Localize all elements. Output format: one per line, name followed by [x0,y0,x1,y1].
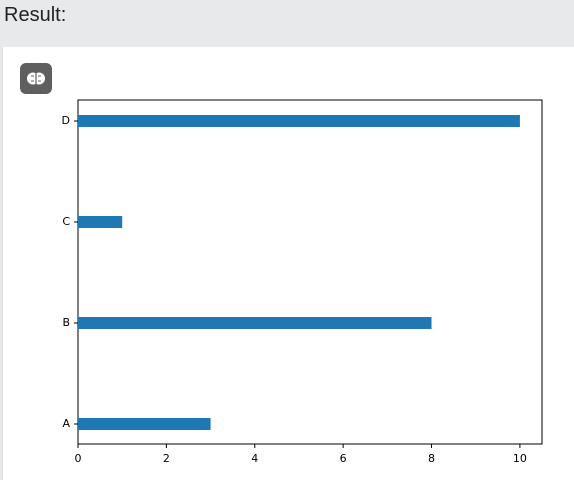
x-tick-label: 2 [163,452,170,465]
bar [78,317,432,329]
y-tick-label: D [62,114,70,127]
y-tick-label: A [62,417,70,430]
x-tick-label: 0 [75,452,82,465]
x-tick-label: 6 [340,452,347,465]
bar [78,216,123,228]
y-tick-label: B [62,316,70,329]
x-tick-label: 8 [428,452,435,465]
result-title: Result: [4,4,67,26]
icon-button[interactable] [20,63,52,94]
brain-icon [27,72,45,85]
bar [78,115,520,127]
axes-frame [77,99,543,445]
x-tick-label: 10 [513,452,527,465]
y-tick-label: C [62,215,70,228]
x-tick-label: 4 [251,452,258,465]
bar [78,418,211,430]
